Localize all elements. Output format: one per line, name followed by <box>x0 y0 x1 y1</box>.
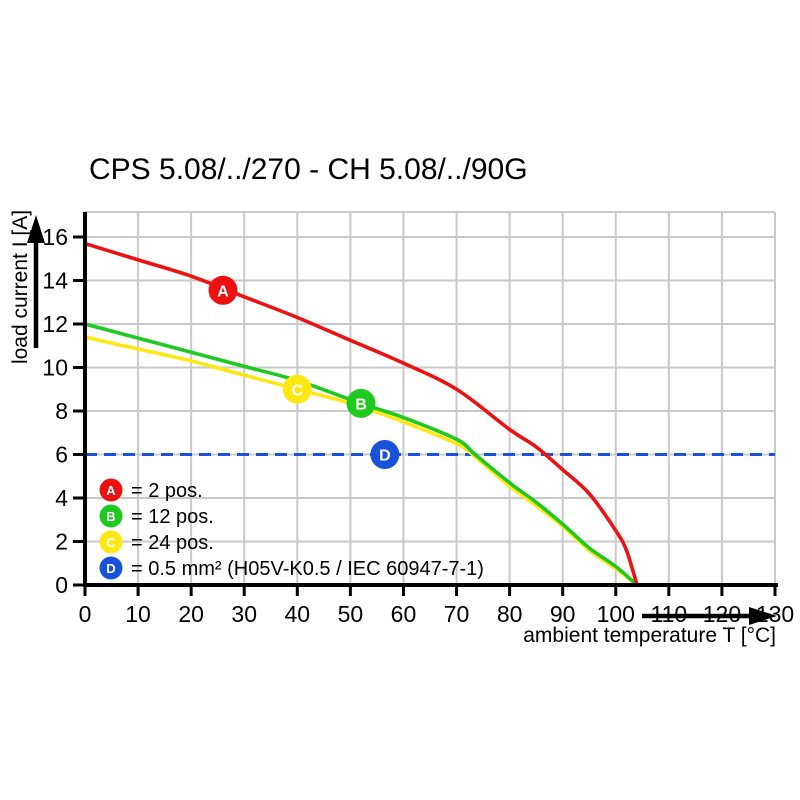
curve-marker-B <box>346 388 376 418</box>
curve-B <box>84 322 639 587</box>
curve-A <box>84 241 639 586</box>
y-tick-label: 6 <box>55 442 68 468</box>
x-tick-label: 0 <box>79 601 92 627</box>
curve-marker-C <box>282 374 312 404</box>
y-tick-label: 2 <box>55 529 68 555</box>
curve-marker-letter-C: C <box>292 382 304 399</box>
legend-label-C: = 24 pos. <box>131 532 214 554</box>
x-tick-label: 100 <box>597 601 635 627</box>
y-tick-label: 14 <box>42 268 68 294</box>
legend-marker-B <box>99 504 123 528</box>
y-tick-label: 12 <box>42 311 68 337</box>
legend-marker-D <box>99 556 123 580</box>
legend-marker-A <box>99 478 123 502</box>
legend-marker-letter-C: C <box>106 535 116 550</box>
legend-marker-C <box>99 530 123 554</box>
x-tick-label: 10 <box>125 601 151 627</box>
x-tick-label: 50 <box>338 601 364 627</box>
curve-marker-A <box>208 275 238 305</box>
x-tick-label: 40 <box>285 601 311 627</box>
legend-marker-letter-A: A <box>106 483 116 498</box>
y-tick-label: 4 <box>55 485 68 511</box>
y-tick-label: 10 <box>42 355 68 381</box>
curve-marker-letter-A: A <box>217 283 229 300</box>
x-axis-arrowhead-icon <box>749 607 777 625</box>
x-tick-label: 70 <box>444 601 470 627</box>
legend-label-D: = 0.5 mm² (H05V-K0.5 / IEC 60947-7-1) <box>131 558 484 580</box>
curve-marker-D <box>370 440 400 470</box>
y-tick-label: 8 <box>55 398 68 424</box>
legend-label-A: = 2 pos. <box>131 480 203 502</box>
y-tick-label: 16 <box>42 224 68 250</box>
x-tick-label: 30 <box>231 601 257 627</box>
x-tick-label: 20 <box>178 601 204 627</box>
x-axis-label: ambient temperature T [°C] <box>523 624 776 647</box>
x-tick-label: 80 <box>497 601 523 627</box>
curve-marker-letter-B: B <box>355 396 367 413</box>
x-tick-label: 90 <box>550 601 576 627</box>
legend-marker-letter-D: D <box>106 561 115 576</box>
y-axis-arrowhead-icon <box>27 215 45 243</box>
legend-marker-letter-B: B <box>106 509 115 524</box>
y-axis-label: load current I [A] <box>9 209 32 365</box>
y-tick-label: 0 <box>55 572 68 598</box>
x-tick-label: 60 <box>391 601 417 627</box>
chart-title: CPS 5.08/../270 - CH 5.08/../90G <box>89 153 528 186</box>
curve-marker-letter-D: D <box>379 448 391 465</box>
legend-label-B: = 12 pos. <box>131 506 214 528</box>
